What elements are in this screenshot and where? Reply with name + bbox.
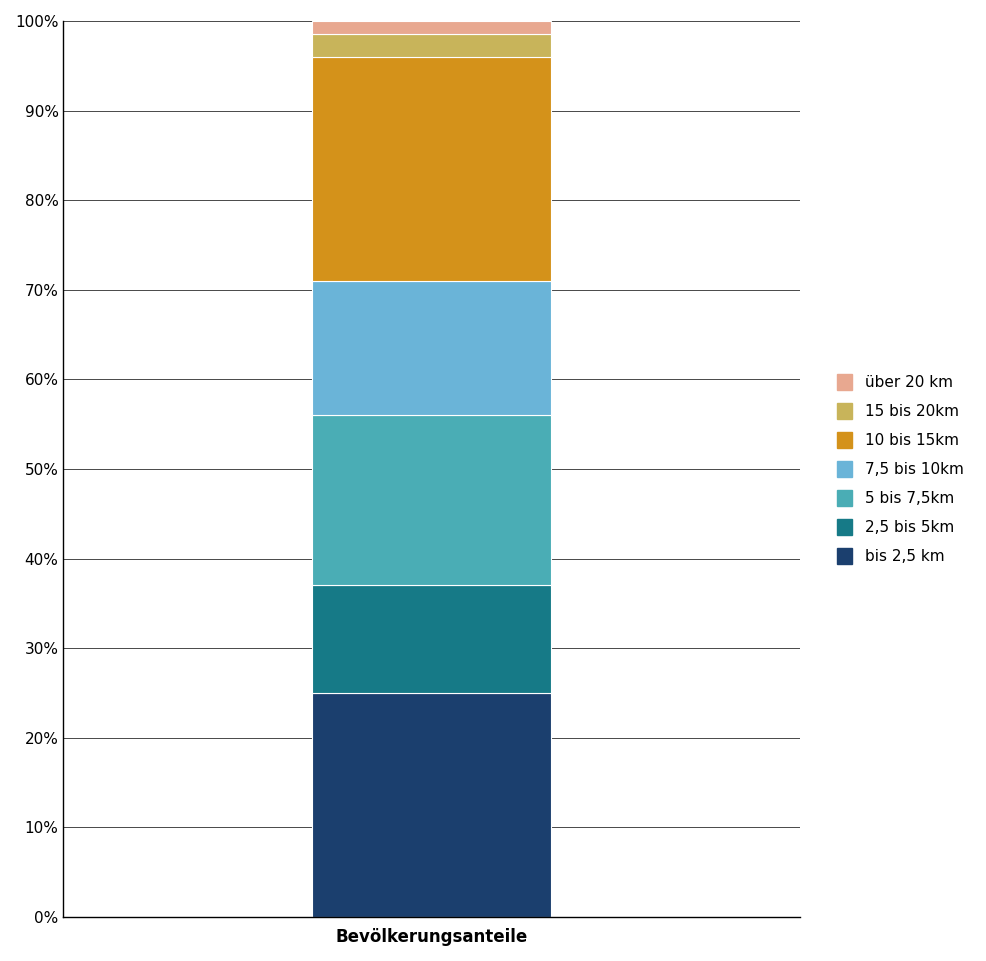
Bar xyxy=(312,57,550,281)
Bar xyxy=(312,415,550,585)
Bar xyxy=(312,35,550,57)
Bar xyxy=(312,693,550,917)
Legend: über 20 km, 15 bis 20km, 10 bis 15km, 7,5 bis 10km, 5 bis 7,5km, 2,5 bis 5km, bi: über 20 km, 15 bis 20km, 10 bis 15km, 7,… xyxy=(828,366,970,572)
Bar xyxy=(312,21,550,35)
Bar xyxy=(312,585,550,693)
Bar xyxy=(312,281,550,415)
